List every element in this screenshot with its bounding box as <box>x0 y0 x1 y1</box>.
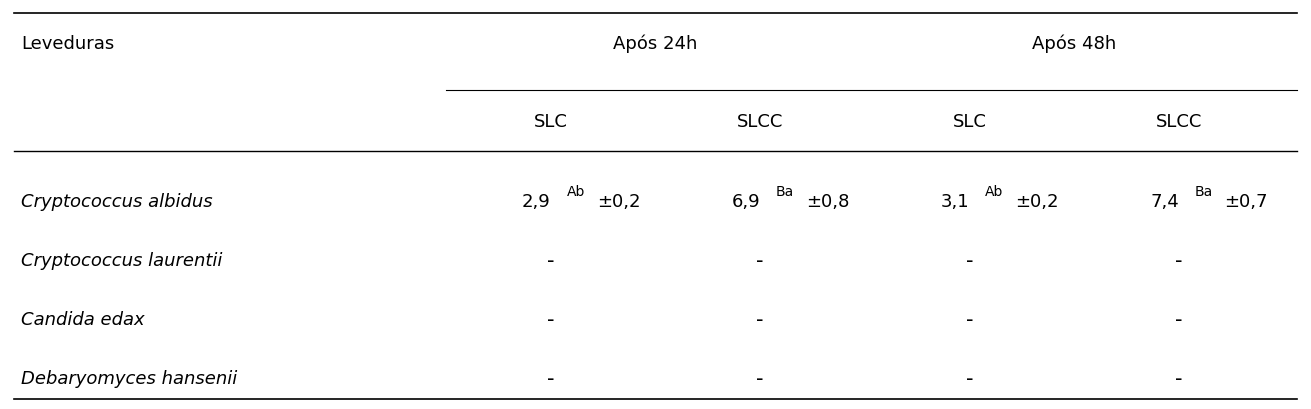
Text: 3,1: 3,1 <box>941 193 969 211</box>
Text: ±0,7: ±0,7 <box>1224 193 1268 211</box>
Text: ±0,2: ±0,2 <box>597 193 640 211</box>
Text: SLC: SLC <box>953 112 986 130</box>
Text: -: - <box>756 368 764 388</box>
Text: 2,9: 2,9 <box>522 193 551 211</box>
Text: -: - <box>966 309 973 329</box>
Text: -: - <box>966 250 973 270</box>
Text: -: - <box>1175 368 1183 388</box>
Text: Debaryomyces hansenii: Debaryomyces hansenii <box>21 369 237 387</box>
Text: -: - <box>966 368 973 388</box>
Text: -: - <box>547 368 555 388</box>
Text: SLCC: SLCC <box>737 112 784 130</box>
Text: Após 24h: Após 24h <box>614 35 697 53</box>
Text: Leveduras: Leveduras <box>21 35 114 53</box>
Text: Após 48h: Após 48h <box>1032 35 1116 53</box>
Text: Ab: Ab <box>566 184 585 198</box>
Text: Ab: Ab <box>985 184 1003 198</box>
Text: Cryptococcus albidus: Cryptococcus albidus <box>21 193 212 211</box>
Text: 6,9: 6,9 <box>732 193 760 211</box>
Text: -: - <box>1175 250 1183 270</box>
Text: Cryptococcus laurentii: Cryptococcus laurentii <box>21 252 223 270</box>
Text: -: - <box>756 250 764 270</box>
Text: ±0,8: ±0,8 <box>806 193 850 211</box>
Text: Ba: Ba <box>776 184 794 198</box>
Text: SLC: SLC <box>534 112 568 130</box>
Text: Candida edax: Candida edax <box>21 310 144 328</box>
Text: ±0,2: ±0,2 <box>1015 193 1059 211</box>
Text: SLCC: SLCC <box>1155 112 1202 130</box>
Text: -: - <box>547 309 555 329</box>
Text: -: - <box>756 309 764 329</box>
Text: -: - <box>1175 309 1183 329</box>
Text: 7,4: 7,4 <box>1150 193 1179 211</box>
Text: Ba: Ba <box>1194 184 1213 198</box>
Text: -: - <box>547 250 555 270</box>
